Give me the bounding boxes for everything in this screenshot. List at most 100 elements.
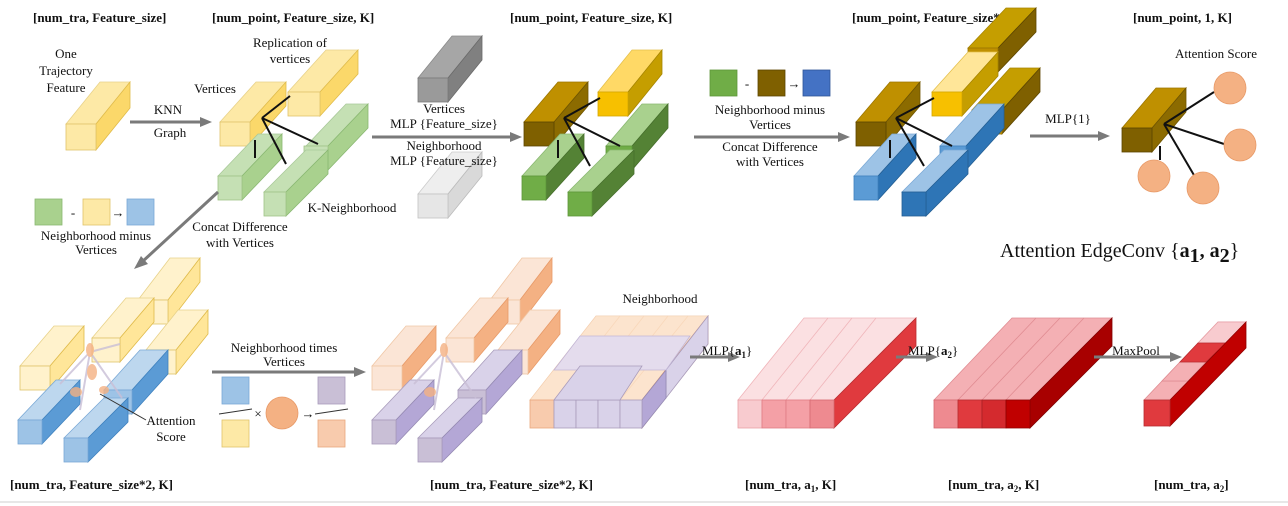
dim-label-10: [num_tra, a2] <box>1154 477 1229 494</box>
neighborhood-label: Neighborhood <box>622 291 698 306</box>
dim-label-8: [num_tra, a1, K] <box>745 477 836 494</box>
nb-minus-label-2: Vertices <box>749 117 791 132</box>
att-score-label-1: Attention <box>146 413 196 428</box>
replication-label-1: Replication of <box>253 35 328 50</box>
attention-score-circle <box>1186 171 1220 205</box>
weighted-blocks <box>371 256 561 463</box>
mlp-a1-arrowhead <box>728 352 740 362</box>
title-main: Attention EdgeConv <box>1000 240 1170 262</box>
mlp-a2-a: a <box>941 343 948 358</box>
mlp-a2-pre: MLP{ <box>908 343 941 358</box>
attention-pointer <box>99 393 147 421</box>
mlp-vertices-label-2: MLP {Feature_size} <box>390 116 498 131</box>
dim-8-post: , K] <box>815 477 836 492</box>
vertex-mlp-block <box>417 34 483 104</box>
dim-9-pre: [num_tra, a <box>948 477 1014 492</box>
dim-8-pre: [num_tra, a <box>745 477 811 492</box>
attention-links <box>1159 91 1225 183</box>
concat-arrowhead-left <box>134 256 148 269</box>
concat-output-blocks <box>853 6 1046 217</box>
mlp1-label: MLP{1} <box>1045 111 1091 126</box>
attention-score-label: Attention Score <box>1175 46 1257 61</box>
dim-10-sub: 2 <box>1220 484 1225 494</box>
title-sub2: 2 <box>1220 245 1230 267</box>
knn-links-3 <box>889 97 953 167</box>
times-legend <box>218 376 349 448</box>
concat-arrowhead-top <box>838 132 850 142</box>
traj-label-1: One <box>55 46 77 61</box>
dim-label-4: [num_point, Feature_size*2, K] <box>852 10 1027 25</box>
title-a1: a <box>1180 240 1190 262</box>
concat-label-1: Concat Difference <box>722 139 818 154</box>
concat-label-2: with Vertices <box>736 154 804 169</box>
neighborhood-tensor <box>529 314 709 430</box>
dim-label-5: [num_point, 1, K] <box>1133 10 1232 25</box>
title-brace-open: { <box>1170 240 1180 262</box>
mlp-output-blocks <box>521 48 669 217</box>
maxpool-label: MaxPool <box>1112 343 1160 358</box>
mlp-a1-label: MLP{a1} <box>702 343 752 360</box>
times-arrowhead <box>354 367 366 377</box>
minus-legend-top <box>709 69 831 97</box>
concat-attention-blocks <box>17 256 209 463</box>
a1-tensor <box>737 317 917 429</box>
nb-minus-label-1: Neighborhood minus <box>715 102 825 117</box>
dim-8-sub: 1 <box>811 484 816 494</box>
dim-label-2: [num_point, Feature_size, K] <box>212 10 374 25</box>
minus-sign-left: - <box>71 205 75 220</box>
vertices-label: Vertices <box>194 81 236 96</box>
minus-legend-left <box>34 198 155 226</box>
mlp-a2-sub: 2 <box>947 350 952 360</box>
attention-score-circle <box>1137 159 1171 193</box>
dim-10-post: ] <box>1224 477 1228 492</box>
neighbor-mlp-block <box>417 150 483 220</box>
mlp-a2-post: } <box>952 343 958 358</box>
mlp-a1-a: a <box>735 343 742 358</box>
maxpool-output <box>1143 321 1247 427</box>
maxpool-arrowhead <box>1170 352 1182 362</box>
left-nb-minus-label-1: Neighborhood minus <box>41 228 151 243</box>
dim-label-6: [num_tra, Feature_size*2, K] <box>10 477 173 492</box>
times-label-2: Vertices <box>263 354 305 369</box>
minus-arrow-top: → <box>788 76 801 91</box>
minus-arrow-left: → <box>112 205 125 220</box>
neighbor-blocks-green <box>217 103 369 217</box>
knn-arrowhead <box>200 117 212 127</box>
mlp-neighborhood-label-2: MLP {Feature_size} <box>390 153 498 168</box>
dim-9-post: , K] <box>1018 477 1039 492</box>
knn-label-2: Graph <box>154 125 187 140</box>
left-nb-minus-label-2: Vertices <box>75 242 117 257</box>
left-concat-label-2: with Vertices <box>206 235 274 250</box>
minus-sign-top: - <box>745 76 749 91</box>
dim-label-3: [num_point, Feature_size, K] <box>510 10 672 25</box>
dim-label-1: [num_tra, Feature_size] <box>33 10 166 25</box>
mlp-a1-sub: 1 <box>741 350 746 360</box>
left-concat-label-1: Concat Difference <box>192 219 288 234</box>
times-sign: × <box>254 406 261 421</box>
k-neighborhood-label: K-Neighborhood <box>308 200 397 215</box>
replication-label-2: vertices <box>270 51 310 66</box>
dim-9-sub: 2 <box>1014 484 1019 494</box>
title-brace-close: } <box>1230 240 1240 262</box>
attention-score-circle <box>1213 71 1247 105</box>
traj-label-2: Trajectory <box>39 63 93 78</box>
mlp-vertices-label-1: Vertices <box>423 101 465 116</box>
mlp-a2-label: MLP{a2} <box>908 343 958 360</box>
attention-weights-overlay <box>59 343 123 411</box>
attention-score-circle <box>1223 128 1257 162</box>
concat-arrow-left <box>140 190 220 264</box>
traj-label-3: Feature <box>47 80 86 95</box>
mlp-a1-pre: MLP{ <box>702 343 735 358</box>
dim-label-7: [num_tra, Feature_size*2, K] <box>430 477 593 492</box>
att-score-label-2: Score <box>156 429 186 444</box>
mlp1-arrowhead <box>1098 131 1110 141</box>
mlp-a2-arrowhead <box>926 352 938 362</box>
mlp-arrowhead <box>510 132 522 142</box>
mlp-neighborhood-label-1: Neighborhood <box>406 138 482 153</box>
trajectory-feature-block <box>65 80 131 152</box>
mlp-a1-post: } <box>746 343 752 358</box>
times-label-1: Neighborhood times <box>231 340 338 355</box>
module-title: Attention EdgeConv {a1, a2} <box>1000 240 1239 267</box>
